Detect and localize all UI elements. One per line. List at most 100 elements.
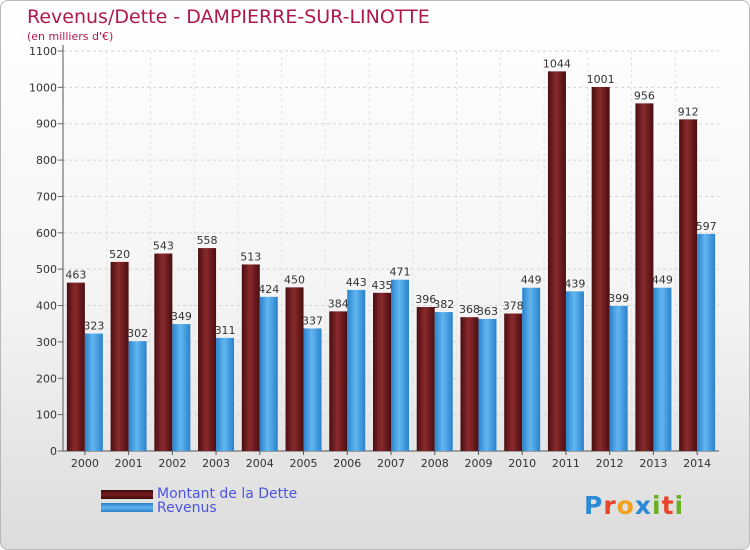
data-label-revenus-2006: 443 bbox=[346, 276, 367, 289]
logo-letter: o bbox=[616, 491, 635, 520]
logo-letter: x bbox=[634, 491, 652, 520]
x-tick-label-2014: 2014 bbox=[683, 457, 711, 470]
y-tick-label: 200 bbox=[36, 372, 57, 385]
data-label-revenus-2008: 382 bbox=[433, 298, 454, 311]
data-label-dette-2002: 543 bbox=[153, 240, 174, 253]
x-tick-label-2007: 2007 bbox=[377, 457, 405, 470]
bar-dette-2012 bbox=[591, 87, 610, 451]
bar-revenus-2005 bbox=[303, 328, 322, 451]
data-label-revenus-2009: 363 bbox=[477, 305, 498, 318]
bar-revenus-2008 bbox=[434, 312, 453, 451]
bar-dette-2000 bbox=[66, 282, 85, 451]
proxiti-logo: Proxiti bbox=[584, 491, 684, 520]
data-label-revenus-2004: 424 bbox=[258, 283, 279, 296]
data-label-revenus-2013: 449 bbox=[652, 274, 673, 287]
x-tick-label-2005: 2005 bbox=[290, 457, 318, 470]
bar-dette-2003 bbox=[198, 248, 217, 451]
data-label-dette-2003: 558 bbox=[197, 234, 218, 247]
y-tick-label: 1000 bbox=[29, 81, 57, 94]
data-label-revenus-2014: 597 bbox=[696, 220, 717, 233]
bar-revenus-2004 bbox=[259, 296, 278, 451]
data-label-dette-2006: 384 bbox=[328, 297, 349, 310]
data-label-dette-2011: 1044 bbox=[543, 57, 571, 70]
data-label-dette-2008: 396 bbox=[415, 293, 436, 306]
x-tick-label-2002: 2002 bbox=[158, 457, 186, 470]
data-label-dette-2014: 912 bbox=[678, 105, 699, 118]
x-tick-label-2000: 2000 bbox=[71, 457, 99, 470]
bar-revenus-2013 bbox=[653, 287, 672, 451]
bar-dette-2014 bbox=[679, 119, 698, 451]
logo-letter: i bbox=[652, 491, 662, 520]
data-label-revenus-2005: 337 bbox=[302, 314, 323, 327]
y-tick-label: 700 bbox=[36, 190, 57, 203]
bar-revenus-2014 bbox=[697, 233, 716, 451]
y-tick-label: 900 bbox=[36, 118, 57, 131]
x-tick-label-2013: 2013 bbox=[639, 457, 667, 470]
bar-dette-2008 bbox=[416, 307, 435, 451]
x-tick-label-2003: 2003 bbox=[202, 457, 230, 470]
logo-letter: P bbox=[584, 491, 604, 520]
data-label-revenus-2012: 399 bbox=[608, 292, 629, 305]
x-tick-label-2006: 2006 bbox=[333, 457, 361, 470]
y-tick-label: 800 bbox=[36, 154, 57, 167]
y-tick-label: 100 bbox=[36, 409, 57, 422]
data-label-revenus-2010: 449 bbox=[521, 274, 542, 287]
data-label-dette-2000: 463 bbox=[65, 269, 86, 282]
data-label-dette-2004: 513 bbox=[240, 250, 261, 263]
y-tick-label: 600 bbox=[36, 227, 57, 240]
bar-revenus-2003 bbox=[216, 337, 235, 451]
y-tick-label: 1100 bbox=[29, 45, 57, 58]
bar-revenus-2010 bbox=[522, 287, 541, 451]
data-label-revenus-2002: 349 bbox=[171, 310, 192, 323]
bar-dette-2013 bbox=[635, 103, 654, 451]
data-label-dette-2001: 520 bbox=[109, 248, 130, 261]
x-tick-label-2004: 2004 bbox=[246, 457, 274, 470]
logo-letter: r bbox=[603, 491, 617, 520]
data-label-dette-2007: 435 bbox=[372, 279, 393, 292]
data-label-revenus-2011: 439 bbox=[564, 277, 585, 290]
bar-dette-2004 bbox=[241, 264, 260, 451]
bar-revenus-2012 bbox=[609, 305, 628, 451]
data-label-dette-2009: 368 bbox=[459, 303, 480, 316]
bar-dette-2001 bbox=[110, 261, 129, 451]
legend-label-dette: Montant de la Dette bbox=[157, 486, 298, 502]
data-label-dette-2013: 956 bbox=[634, 89, 655, 102]
bar-revenus-2009 bbox=[478, 319, 497, 451]
axes: 0 100 200 300 400 500 600 700 800 900 1000 1100 2000… bbox=[29, 45, 719, 470]
data-label-dette-2012: 1001 bbox=[587, 73, 615, 86]
bar-revenus-2011 bbox=[565, 291, 584, 451]
chart-subtitle: (en milliers d'€) bbox=[27, 30, 114, 43]
bar-dette-2002 bbox=[154, 253, 173, 451]
bar-revenus-2000 bbox=[84, 333, 103, 451]
x-tick-label-2011: 2011 bbox=[552, 457, 580, 470]
x-tick-label-2009: 2009 bbox=[464, 457, 492, 470]
bar-revenus-2002 bbox=[172, 324, 191, 451]
bar-dette-2010 bbox=[504, 313, 523, 451]
logo-letter: i bbox=[674, 491, 685, 520]
logo-letter: t bbox=[661, 491, 675, 520]
bar-dette-2005 bbox=[285, 287, 304, 451]
bar-dette-2006 bbox=[329, 311, 348, 451]
bar-dette-2011 bbox=[547, 71, 566, 451]
legend-swatch-dette bbox=[101, 490, 153, 499]
data-label-revenus-2007: 471 bbox=[390, 266, 411, 279]
data-label-dette-2010: 378 bbox=[503, 300, 524, 313]
data-labels: 463 323 520 302 543 349 558 311 513 424 450 337 384 4… bbox=[65, 57, 716, 340]
data-label-revenus-2003: 311 bbox=[215, 324, 236, 337]
x-tick-label-2008: 2008 bbox=[421, 457, 449, 470]
data-label-dette-2005: 450 bbox=[284, 273, 305, 286]
x-tick-label-2010: 2010 bbox=[508, 457, 536, 470]
bar-revenus-2006 bbox=[347, 289, 366, 451]
y-tick-label: 0 bbox=[50, 445, 57, 458]
chart-title: Revenus/Dette - DAMPIERRE-SUR-LINOTTE bbox=[27, 6, 430, 28]
data-label-revenus-2001: 302 bbox=[127, 327, 148, 340]
x-tick-label-2012: 2012 bbox=[596, 457, 624, 470]
y-tick-label: 300 bbox=[36, 336, 57, 349]
bar-revenus-2001 bbox=[128, 341, 147, 451]
data-label-revenus-2000: 323 bbox=[83, 320, 104, 333]
legend-label-revenus: Revenus bbox=[157, 500, 217, 516]
y-tick-label: 500 bbox=[36, 263, 57, 276]
y-tick-label: 400 bbox=[36, 300, 57, 313]
